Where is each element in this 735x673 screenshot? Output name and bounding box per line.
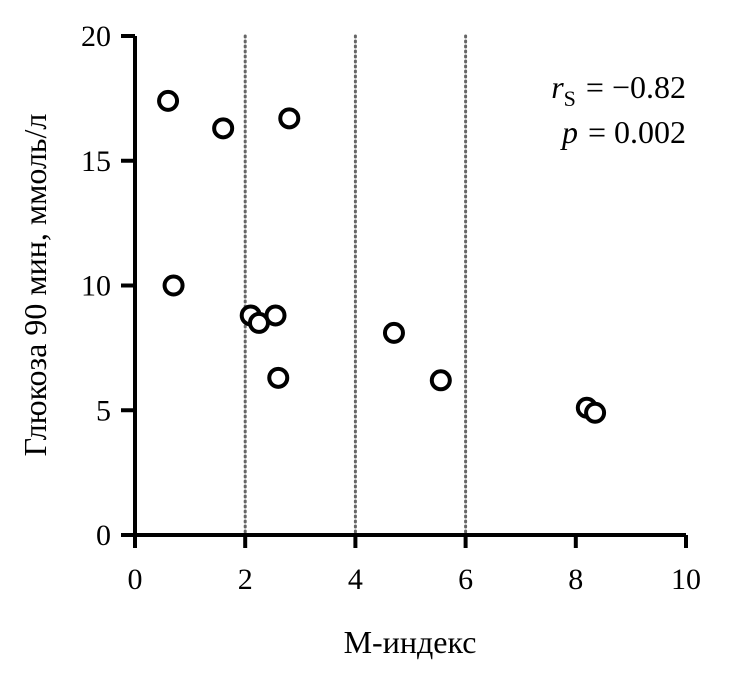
y-tick-label: 5 (96, 394, 111, 427)
p-symbol: p (560, 114, 578, 150)
data-point-7 (267, 366, 290, 389)
ticks: 0 2 4 6 8 10 0 5 10 15 20 (81, 20, 701, 596)
y-tick-label: 0 (96, 519, 111, 552)
rs-annotation: rS = −0.82 (551, 69, 686, 111)
data-point-8 (382, 321, 405, 344)
data-point-1 (162, 274, 185, 297)
x-tick-label: 2 (238, 563, 253, 596)
data-point-11 (584, 401, 607, 424)
data-point-3 (278, 107, 301, 130)
x-tick-label: 0 (128, 563, 143, 596)
axes (133, 36, 686, 537)
data-point-0 (157, 89, 180, 112)
rs-value: = −0.82 (586, 69, 686, 105)
reference-lines (243, 34, 468, 537)
data-point-9 (429, 369, 452, 392)
y-tick-label: 20 (81, 20, 111, 53)
data-point-2 (212, 117, 235, 140)
p-annotation: p = 0.002 (560, 114, 686, 150)
x-tick-label: 8 (568, 563, 583, 596)
y-tick-label: 10 (81, 270, 111, 303)
data-point-6 (264, 304, 287, 327)
y-axis-label: Глюкоза 90 мин, ммоль/л (17, 114, 53, 457)
x-tick-label: 10 (671, 563, 701, 596)
rs-symbol: r (551, 69, 564, 105)
x-tick-label: 6 (458, 563, 473, 596)
data-points (157, 89, 607, 424)
rs-subscript: S (564, 86, 576, 111)
x-tick-label: 4 (348, 563, 363, 596)
y-tick-label: 15 (81, 145, 111, 178)
x-axis-label: М-индекс (344, 624, 477, 660)
p-value: = 0.002 (588, 114, 686, 150)
